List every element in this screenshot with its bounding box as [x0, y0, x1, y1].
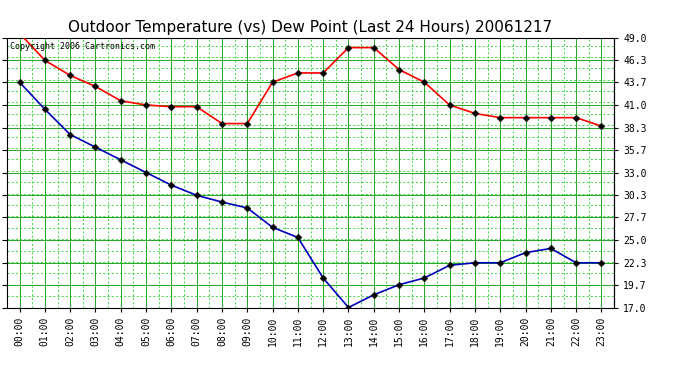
Text: Copyright 2006 Cartronics.com: Copyright 2006 Cartronics.com [10, 42, 155, 51]
Title: Outdoor Temperature (vs) Dew Point (Last 24 Hours) 20061217: Outdoor Temperature (vs) Dew Point (Last… [68, 20, 553, 35]
